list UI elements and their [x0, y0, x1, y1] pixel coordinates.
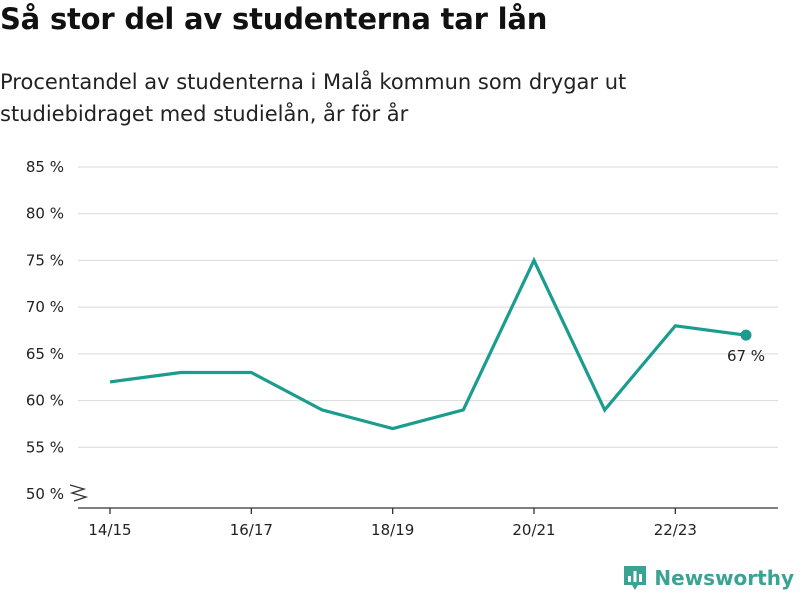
x-axis: [78, 507, 778, 514]
x-tick-label: 22/23: [654, 521, 697, 539]
series-line: [109, 256, 747, 431]
end-point-marker: [740, 329, 752, 341]
x-tick-label: 20/21: [512, 521, 555, 539]
y-tick-label: 80 %: [26, 205, 64, 223]
y-tick-label: 70 %: [26, 298, 64, 316]
y-tick-label: 65 %: [26, 345, 64, 363]
series-lines: [109, 256, 747, 431]
x-tick-label: 18/19: [371, 521, 414, 539]
y-tick-label: 50 %: [26, 485, 64, 503]
bar-chart-logo-icon: [624, 566, 647, 590]
axis-break-icon: [69, 484, 89, 502]
end-value-label: 67 %: [727, 347, 765, 365]
x-tick-label: 16/17: [230, 521, 273, 539]
end-markers: 67 %: [727, 329, 765, 365]
y-tick-label: 85 %: [26, 158, 64, 176]
y-tick-label: 60 %: [26, 392, 64, 410]
y-axis-labels: 50 % 55 % 60 % 65 % 70 % 75 % 80 % 85 %: [26, 158, 89, 503]
chart-title: Så stor del av studenterna tar lån: [0, 2, 548, 36]
newsworthy-logo[interactable]: Newsworthy: [622, 564, 794, 592]
y-tick-label: 55 %: [26, 438, 64, 456]
x-tick-label: 14/15: [88, 521, 131, 539]
chart-subtitle: Procentandel av studenterna i Malå kommu…: [0, 70, 627, 126]
y-tick-label: 75 %: [26, 251, 64, 269]
brand-name: Newsworthy: [654, 566, 794, 590]
grid-lines: [78, 166, 778, 448]
x-axis-labels: 14/15 16/17 18/19 20/21 22/23: [88, 521, 697, 539]
